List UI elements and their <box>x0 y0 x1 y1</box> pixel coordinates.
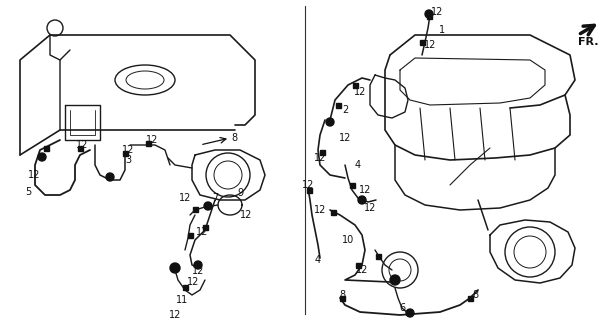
Polygon shape <box>350 182 354 188</box>
Polygon shape <box>420 39 425 44</box>
Text: 12: 12 <box>356 265 368 275</box>
Text: 12: 12 <box>192 266 204 276</box>
Text: 4: 4 <box>315 255 321 265</box>
Polygon shape <box>331 210 336 214</box>
Polygon shape <box>320 149 325 155</box>
Circle shape <box>425 10 433 18</box>
Circle shape <box>406 309 414 317</box>
Polygon shape <box>182 284 187 290</box>
Text: 12: 12 <box>169 310 181 320</box>
Text: 12: 12 <box>339 133 351 143</box>
Text: 8: 8 <box>472 290 478 300</box>
Circle shape <box>390 275 400 285</box>
Text: 5: 5 <box>25 187 31 197</box>
Polygon shape <box>376 253 381 259</box>
Text: 1: 1 <box>439 25 445 35</box>
Text: 2: 2 <box>342 105 348 115</box>
Text: 11: 11 <box>176 295 188 305</box>
Text: 12: 12 <box>187 277 199 287</box>
Text: 12: 12 <box>431 7 443 17</box>
Polygon shape <box>467 295 473 300</box>
Text: 6: 6 <box>399 303 405 313</box>
Polygon shape <box>426 13 431 19</box>
Text: 7: 7 <box>212 193 218 203</box>
Circle shape <box>194 261 202 269</box>
Polygon shape <box>306 188 312 193</box>
Polygon shape <box>356 262 361 268</box>
Text: 12: 12 <box>314 205 326 215</box>
Text: 12: 12 <box>76 140 88 150</box>
Circle shape <box>204 202 212 210</box>
Polygon shape <box>336 102 340 108</box>
Circle shape <box>358 196 366 204</box>
Text: 10: 10 <box>342 235 354 245</box>
Text: 12: 12 <box>302 180 314 190</box>
Text: 8: 8 <box>339 290 345 300</box>
Polygon shape <box>43 146 49 150</box>
Polygon shape <box>77 146 82 150</box>
Text: 12: 12 <box>196 227 208 237</box>
Circle shape <box>170 263 180 273</box>
Circle shape <box>326 118 334 126</box>
Polygon shape <box>203 225 207 229</box>
Polygon shape <box>193 206 198 212</box>
Polygon shape <box>146 140 151 146</box>
Text: 3: 3 <box>125 155 131 165</box>
Text: 9: 9 <box>237 188 243 198</box>
Text: FR.: FR. <box>578 37 598 47</box>
Polygon shape <box>187 233 193 237</box>
Text: 12: 12 <box>359 185 371 195</box>
Text: 12: 12 <box>424 40 436 50</box>
Text: 12: 12 <box>28 170 40 180</box>
Text: 12: 12 <box>354 87 366 97</box>
Circle shape <box>106 173 114 181</box>
Text: 4: 4 <box>355 160 361 170</box>
Text: 12: 12 <box>179 193 191 203</box>
Circle shape <box>38 153 46 161</box>
Text: 12: 12 <box>314 153 326 163</box>
Text: 12: 12 <box>364 203 376 213</box>
Polygon shape <box>123 150 127 156</box>
Text: 12: 12 <box>122 145 134 155</box>
Text: 12: 12 <box>240 210 252 220</box>
Text: 8: 8 <box>231 133 237 143</box>
Polygon shape <box>340 295 345 300</box>
Polygon shape <box>353 83 357 87</box>
Text: 12: 12 <box>146 135 158 145</box>
